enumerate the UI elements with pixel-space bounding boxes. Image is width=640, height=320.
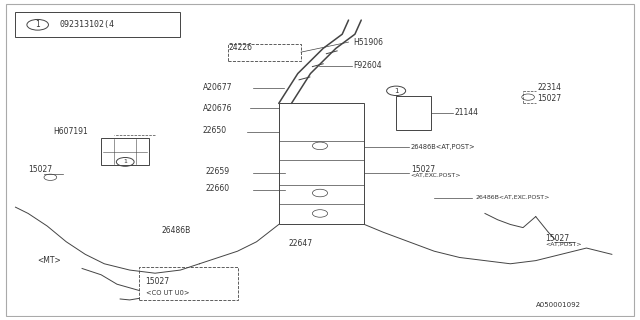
Text: <AT,EXC.POST>: <AT,EXC.POST> — [411, 173, 461, 178]
Text: <AT,POST>: <AT,POST> — [545, 242, 582, 247]
Text: 22660: 22660 — [206, 184, 230, 193]
Text: A20676: A20676 — [203, 104, 232, 113]
Bar — [101, 138, 148, 165]
Text: 092313102(4: 092313102(4 — [60, 20, 115, 29]
Text: 24226: 24226 — [228, 43, 252, 52]
Text: A20677: A20677 — [203, 83, 232, 92]
Text: 22314: 22314 — [538, 83, 562, 92]
Text: 1: 1 — [394, 88, 398, 94]
Text: 22647: 22647 — [288, 239, 312, 248]
Text: 22650: 22650 — [203, 126, 227, 135]
Text: 15027: 15027 — [538, 94, 562, 103]
Bar — [279, 103, 364, 224]
Bar — [15, 12, 180, 37]
Text: <MT>: <MT> — [38, 256, 61, 265]
Text: 26486B<AT,POST>: 26486B<AT,POST> — [411, 144, 476, 150]
Text: 15027: 15027 — [411, 165, 435, 174]
Text: A050001092: A050001092 — [536, 302, 580, 308]
Text: 21144: 21144 — [454, 108, 479, 117]
Text: H607191: H607191 — [54, 127, 88, 136]
Text: 26486B: 26486B — [161, 226, 191, 235]
Text: 15027: 15027 — [545, 234, 570, 243]
Text: H51906: H51906 — [353, 37, 383, 47]
Text: <CO UT U0>: <CO UT U0> — [145, 290, 189, 296]
Text: 15027: 15027 — [145, 276, 170, 285]
Bar — [228, 44, 301, 61]
Bar — [139, 267, 237, 300]
Text: 22659: 22659 — [206, 167, 230, 176]
Text: 15027: 15027 — [28, 165, 52, 174]
Text: 26486B<AT,EXC.POST>: 26486B<AT,EXC.POST> — [476, 195, 550, 200]
Bar — [396, 96, 431, 130]
Text: 1: 1 — [124, 159, 127, 164]
Text: 1: 1 — [35, 20, 40, 29]
Text: F92604: F92604 — [353, 61, 381, 70]
